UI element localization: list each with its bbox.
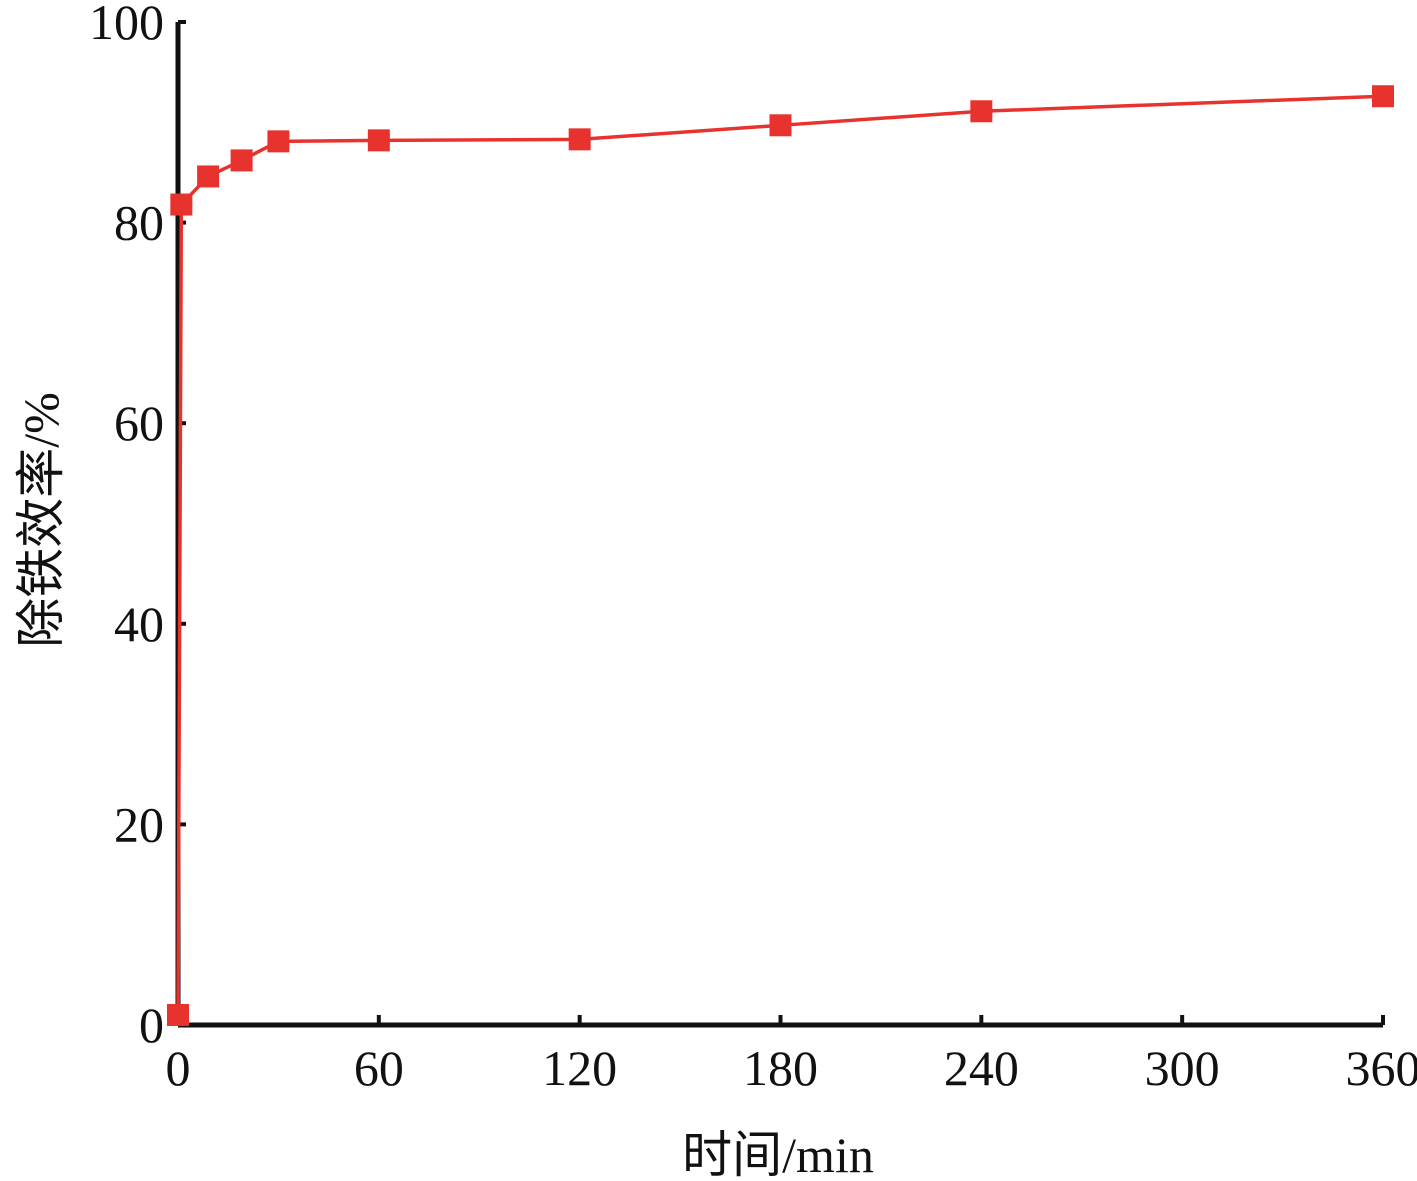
data-point <box>568 128 591 151</box>
data-point <box>197 165 220 188</box>
x-tick-label: 360 <box>1346 1040 1417 1096</box>
y-tick-label: 60 <box>114 395 164 451</box>
data-point <box>769 114 792 137</box>
x-tick-label: 120 <box>542 1040 617 1096</box>
data-point <box>970 100 993 123</box>
y-tick-label: 100 <box>89 0 164 50</box>
x-tick-label: 300 <box>1145 1040 1220 1096</box>
x-axis-label: 时间/min <box>682 1127 874 1181</box>
data-point <box>167 1003 189 1026</box>
y-tick-label: 0 <box>139 997 164 1053</box>
y-tick-label: 20 <box>114 796 164 852</box>
data-point <box>267 130 290 153</box>
data-point <box>1372 85 1394 108</box>
y-axis-label: 除铁效率/% <box>13 392 69 648</box>
y-tick-label: 80 <box>114 195 164 251</box>
x-tick-label: 240 <box>944 1040 1019 1096</box>
data-point <box>367 129 390 152</box>
x-tick-label: 0 <box>166 1040 191 1096</box>
data-point <box>230 149 253 172</box>
x-tick-label: 60 <box>354 1040 404 1096</box>
y-tick-label: 40 <box>114 596 164 652</box>
data-line <box>176 94 1384 1015</box>
data-point <box>170 193 193 216</box>
x-tick-label: 180 <box>743 1040 818 1096</box>
